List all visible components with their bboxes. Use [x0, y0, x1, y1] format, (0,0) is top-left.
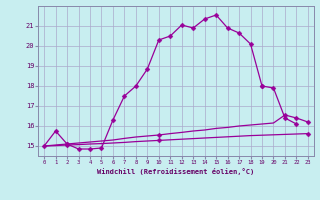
X-axis label: Windchill (Refroidissement éolien,°C): Windchill (Refroidissement éolien,°C) [97, 168, 255, 175]
